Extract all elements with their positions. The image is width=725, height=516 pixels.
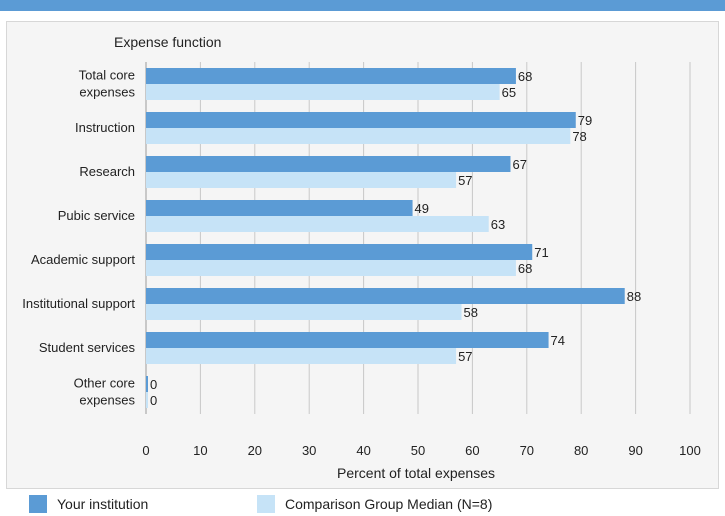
legend-item-comparison-median: Comparison Group Median (N=8) [257,494,492,514]
x-tick-label: 60 [465,443,479,458]
x-tick-label: 100 [679,443,701,458]
bar-comparison-median [146,260,516,276]
data-label: 74 [551,333,565,348]
y-category-label: Student services [39,340,136,355]
bar-your-institution [146,156,510,172]
legend-swatch-comparison-median [257,495,275,513]
x-tick-label: 90 [628,443,642,458]
bar-comparison-median [146,84,500,100]
y-category-label: expenses [79,393,135,408]
x-tick-label: 20 [248,443,262,458]
data-label: 79 [578,113,592,128]
y-category-label: Institutional support [22,296,135,311]
x-tick-label: 0 [142,443,149,458]
chart-title: Expense function [114,34,221,50]
data-label: 78 [572,129,586,144]
bar-comparison-median [146,128,570,144]
bar-your-institution [146,332,549,348]
y-category-label: Instruction [75,120,135,135]
x-tick-label: 40 [356,443,370,458]
x-axis-label: Percent of total expenses [337,465,495,481]
bar-your-institution [146,244,532,260]
data-label: 0 [150,393,157,408]
legend-label-your-institution: Your institution [57,496,148,512]
data-label: 49 [415,201,429,216]
y-category-label: Other core [74,376,135,391]
data-label: 71 [534,245,548,260]
data-label: 0 [150,377,157,392]
data-label: 88 [627,289,641,304]
data-label: 57 [458,349,472,364]
data-label: 68 [518,69,532,84]
bar-comparison-median [146,172,456,188]
x-tick-label: 10 [193,443,207,458]
bar-comparison-median [146,216,489,232]
y-category-label: Pubic service [58,208,135,223]
data-label: 58 [464,305,478,320]
y-category-label: Academic support [31,252,135,267]
data-label: 63 [491,217,505,232]
bar-your-institution [146,200,413,216]
bar-chart: Expense function 0 10 20 30 40 50 60 70 80 90 100 Pe… [0,0,725,490]
data-label: 67 [512,157,526,172]
data-label: 65 [502,85,516,100]
bar-your-institution [146,112,576,128]
bar-your-institution [146,68,516,84]
data-label: 57 [458,173,472,188]
y-category-label: Total core [79,68,135,83]
bar-your-institution [146,288,625,304]
x-tick-label: 50 [411,443,425,458]
bar-comparison-median [146,304,462,320]
x-tick-label: 80 [574,443,588,458]
bar-your-institution [146,376,148,392]
y-category-label: expenses [79,85,135,100]
y-category-label: Research [79,164,135,179]
legend-label-comparison-median: Comparison Group Median (N=8) [285,496,492,512]
chart-legend: Your institution Comparison Group Median… [0,491,725,516]
bar-comparison-median [146,392,148,408]
x-tick-label: 30 [302,443,316,458]
bar-comparison-median [146,348,456,364]
x-tick-label: 70 [520,443,534,458]
legend-item-your-institution: Your institution [29,494,148,514]
data-label: 68 [518,261,532,276]
legend-swatch-your-institution [29,495,47,513]
